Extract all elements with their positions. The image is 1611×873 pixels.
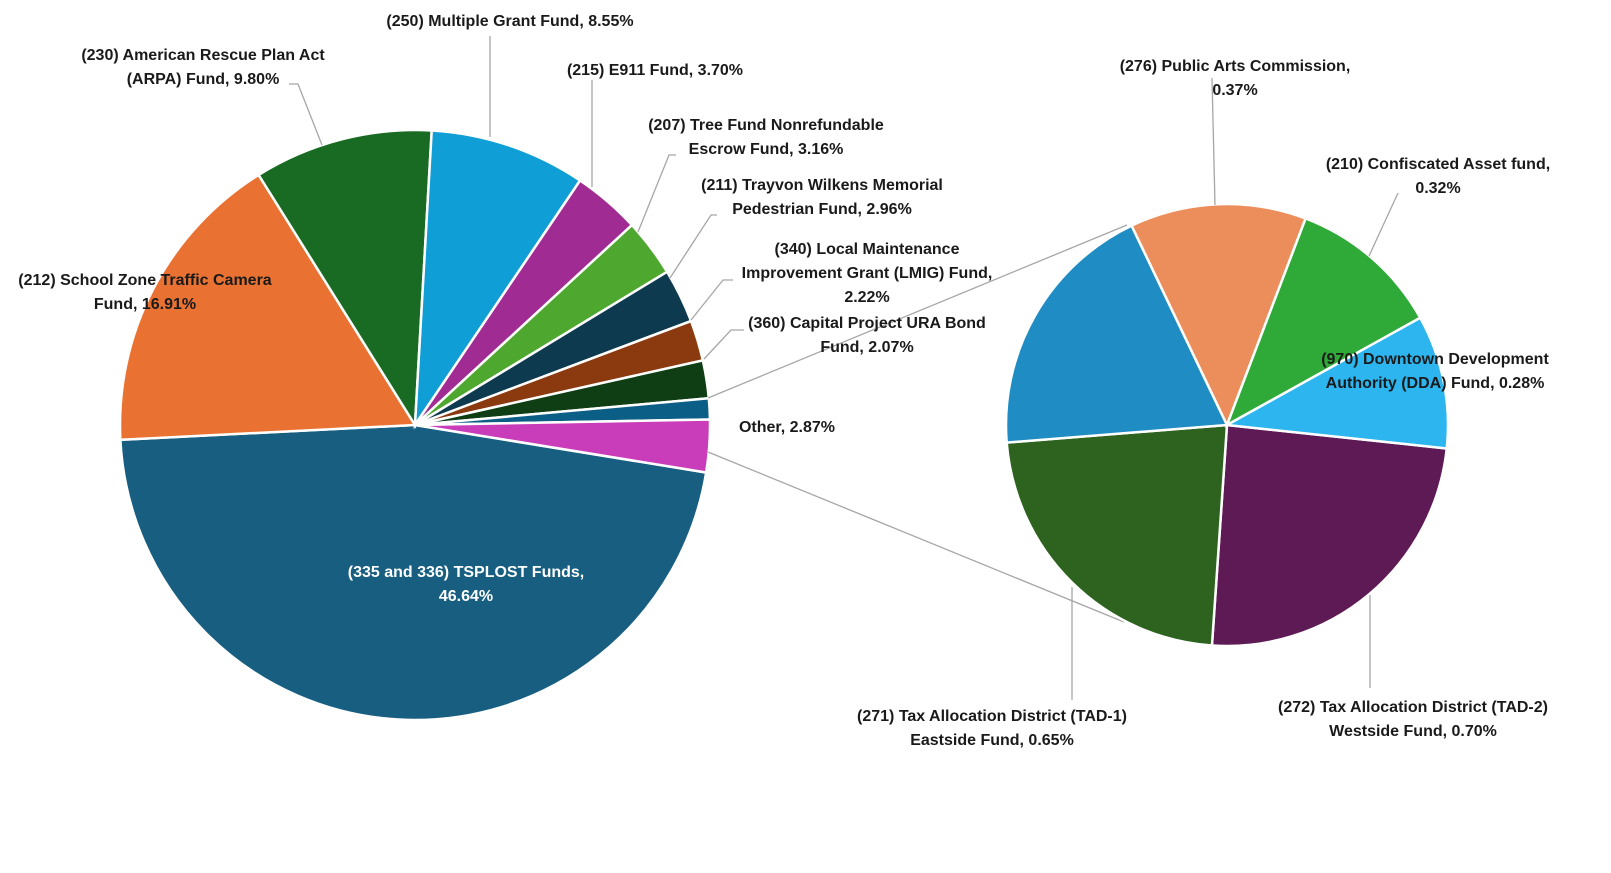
secondary-slice-272-tax-allocation-district-tad-2-westside-fund xyxy=(1210,423,1449,648)
main-leader-360-capital-project-ura-bond-fund xyxy=(703,329,744,360)
main-label-line: Fund, 2.07% xyxy=(820,339,913,356)
secondary-slice-276-public-arts-commission xyxy=(1129,202,1308,429)
secondary-label-210-confiscated-asset-fund: (210) Confiscated Asset fund, 0.32% xyxy=(1326,156,1550,197)
secondary-slice-unlabeled xyxy=(1004,223,1229,444)
secondary-label-line: Eastside Fund, 0.65% xyxy=(910,732,1074,749)
secondary-pie xyxy=(1004,202,1450,648)
main-label-line: (207) Tree Fund Nonrefundable xyxy=(648,117,884,134)
secondary-label-line: 0.32% xyxy=(1415,180,1460,197)
main-label-215-e911-fund: (215) E911 Fund, 3.70% xyxy=(567,62,743,79)
label-leader-lines xyxy=(289,36,1399,700)
main-label-230-american-rescue-plan-act-arpa-fund: (230) American Rescue Plan Act (ARPA) Fun… xyxy=(81,47,325,88)
secondary-label-line: 0.37% xyxy=(1212,82,1257,99)
main-label-340-local-maintenance-improvement-grant-lmig-fund: (340) Local Maintenance Improvement Grant… xyxy=(742,241,993,306)
main-leader-207-tree-fund-nonrefundable-escrow-fund xyxy=(637,154,676,233)
main-label-line: (212) School Zone Traffic Camera xyxy=(18,272,272,289)
connector-line xyxy=(707,451,1125,623)
secondary-label-line: (271) Tax Allocation District (TAD-1) xyxy=(857,708,1127,725)
main-label-line: Fund, 16.91% xyxy=(94,296,196,313)
secondary-slice-271-tax-allocation-district-tad-1-eastside-fund xyxy=(1005,423,1229,647)
secondary-label-line: Authority (DDA) Fund, 0.28% xyxy=(1326,375,1545,392)
main-slice-250-multiple-grant-fund xyxy=(413,129,582,430)
main-leader-340-local-maintenance-improvement-grant-lmig-fund xyxy=(690,279,733,321)
secondary-label-line: (276) Public Arts Commission, xyxy=(1120,58,1351,75)
main-label-line: (340) Local Maintenance xyxy=(775,241,960,258)
secondary-label-272-tax-allocation-district-tad-2-westside-fund: (272) Tax Allocation District (TAD-2) Wes… xyxy=(1278,699,1548,740)
main-pie xyxy=(118,128,712,722)
secondary-label-276-public-arts-commission: (276) Public Arts Commission, 0.37% xyxy=(1120,58,1351,99)
main-label-line: (250) Multiple Grant Fund, 8.55% xyxy=(386,13,633,30)
main-slice-other xyxy=(414,418,712,474)
pie-connector-lines xyxy=(707,224,1128,623)
main-slice-212-school-zone-traffic-camera-fund xyxy=(118,173,418,442)
main-slice-230-american-rescue-plan-act-arpa-fund xyxy=(256,128,434,429)
main-label-line: (215) E911 Fund, 3.70% xyxy=(567,62,743,79)
main-label-line: (211) Trayvon Wilkens Memorial xyxy=(701,177,943,194)
main-label-line: Escrow Fund, 3.16% xyxy=(689,141,844,158)
main-label-line: (230) American Rescue Plan Act xyxy=(81,47,325,64)
main-leader-211-trayvon-wilkens-memorial-pedestrian-fund xyxy=(669,214,717,279)
main-label-line: (360) Capital Project URA Bond xyxy=(748,315,986,332)
secondary-label-line: (210) Confiscated Asset fund, xyxy=(1326,156,1550,173)
secondary-slice-970-downtown-development-authority-dda-fund xyxy=(1222,316,1450,450)
connector-line xyxy=(707,224,1128,399)
main-slice-335-and-336-tsplost-funds xyxy=(119,423,708,722)
main-label-360-capital-project-ura-bond-fund: (360) Capital Project URA Bond Fund, 2.07… xyxy=(748,315,986,356)
main-label-line: 46.64% xyxy=(439,588,493,605)
secondary-label-line: (272) Tax Allocation District (TAD-2) xyxy=(1278,699,1548,716)
main-label-211-trayvon-wilkens-memorial-pedestrian-fund: (211) Trayvon Wilkens Memorial Pedestrian… xyxy=(701,177,943,218)
main-label-line: 2.22% xyxy=(844,289,889,306)
main-label-other: Other, 2.87% xyxy=(739,419,835,436)
secondary-leader-276-public-arts-commission xyxy=(1211,77,1216,206)
main-label-line: Other, 2.87% xyxy=(739,419,835,436)
secondary-slice-210-confiscated-asset-fund xyxy=(1224,216,1422,428)
secondary-label-271-tax-allocation-district-tad-1-eastside-fund: (271) Tax Allocation District (TAD-1) Eas… xyxy=(857,708,1127,749)
main-label-212-school-zone-traffic-camera-fund: (212) School Zone Traffic Camera Fund, 16… xyxy=(18,272,272,313)
secondary-label-970-downtown-development-authority-dda-fund: (970) Downtown Development Authority (DDA… xyxy=(1321,351,1549,392)
main-label-line: Improvement Grant (LMIG) Fund, xyxy=(742,265,993,282)
data-labels: (335 and 336) TSPLOST Funds, 46.64% (212) … xyxy=(18,13,1550,749)
main-label-line: (335 and 336) TSPLOST Funds, xyxy=(348,564,585,581)
main-leader-230-american-rescue-plan-act-arpa-fund xyxy=(289,83,323,146)
secondary-label-line: Westside Fund, 0.70% xyxy=(1329,723,1497,740)
main-label-line: Pedestrian Fund, 2.96% xyxy=(732,201,912,218)
main-label-line: (ARPA) Fund, 9.80% xyxy=(127,71,280,88)
main-label-207-tree-fund-nonrefundable-escrow-fund: (207) Tree Fund Nonrefundable Escrow Fund… xyxy=(648,117,884,158)
main-label-335-and-336-tsplost-funds: (335 and 336) TSPLOST Funds, 46.64% xyxy=(348,564,585,605)
secondary-leader-210-confiscated-asset-fund xyxy=(1368,192,1399,257)
main-label-250-multiple-grant-fund: (250) Multiple Grant Fund, 8.55% xyxy=(386,13,633,30)
secondary-label-line: (970) Downtown Development xyxy=(1321,351,1549,368)
